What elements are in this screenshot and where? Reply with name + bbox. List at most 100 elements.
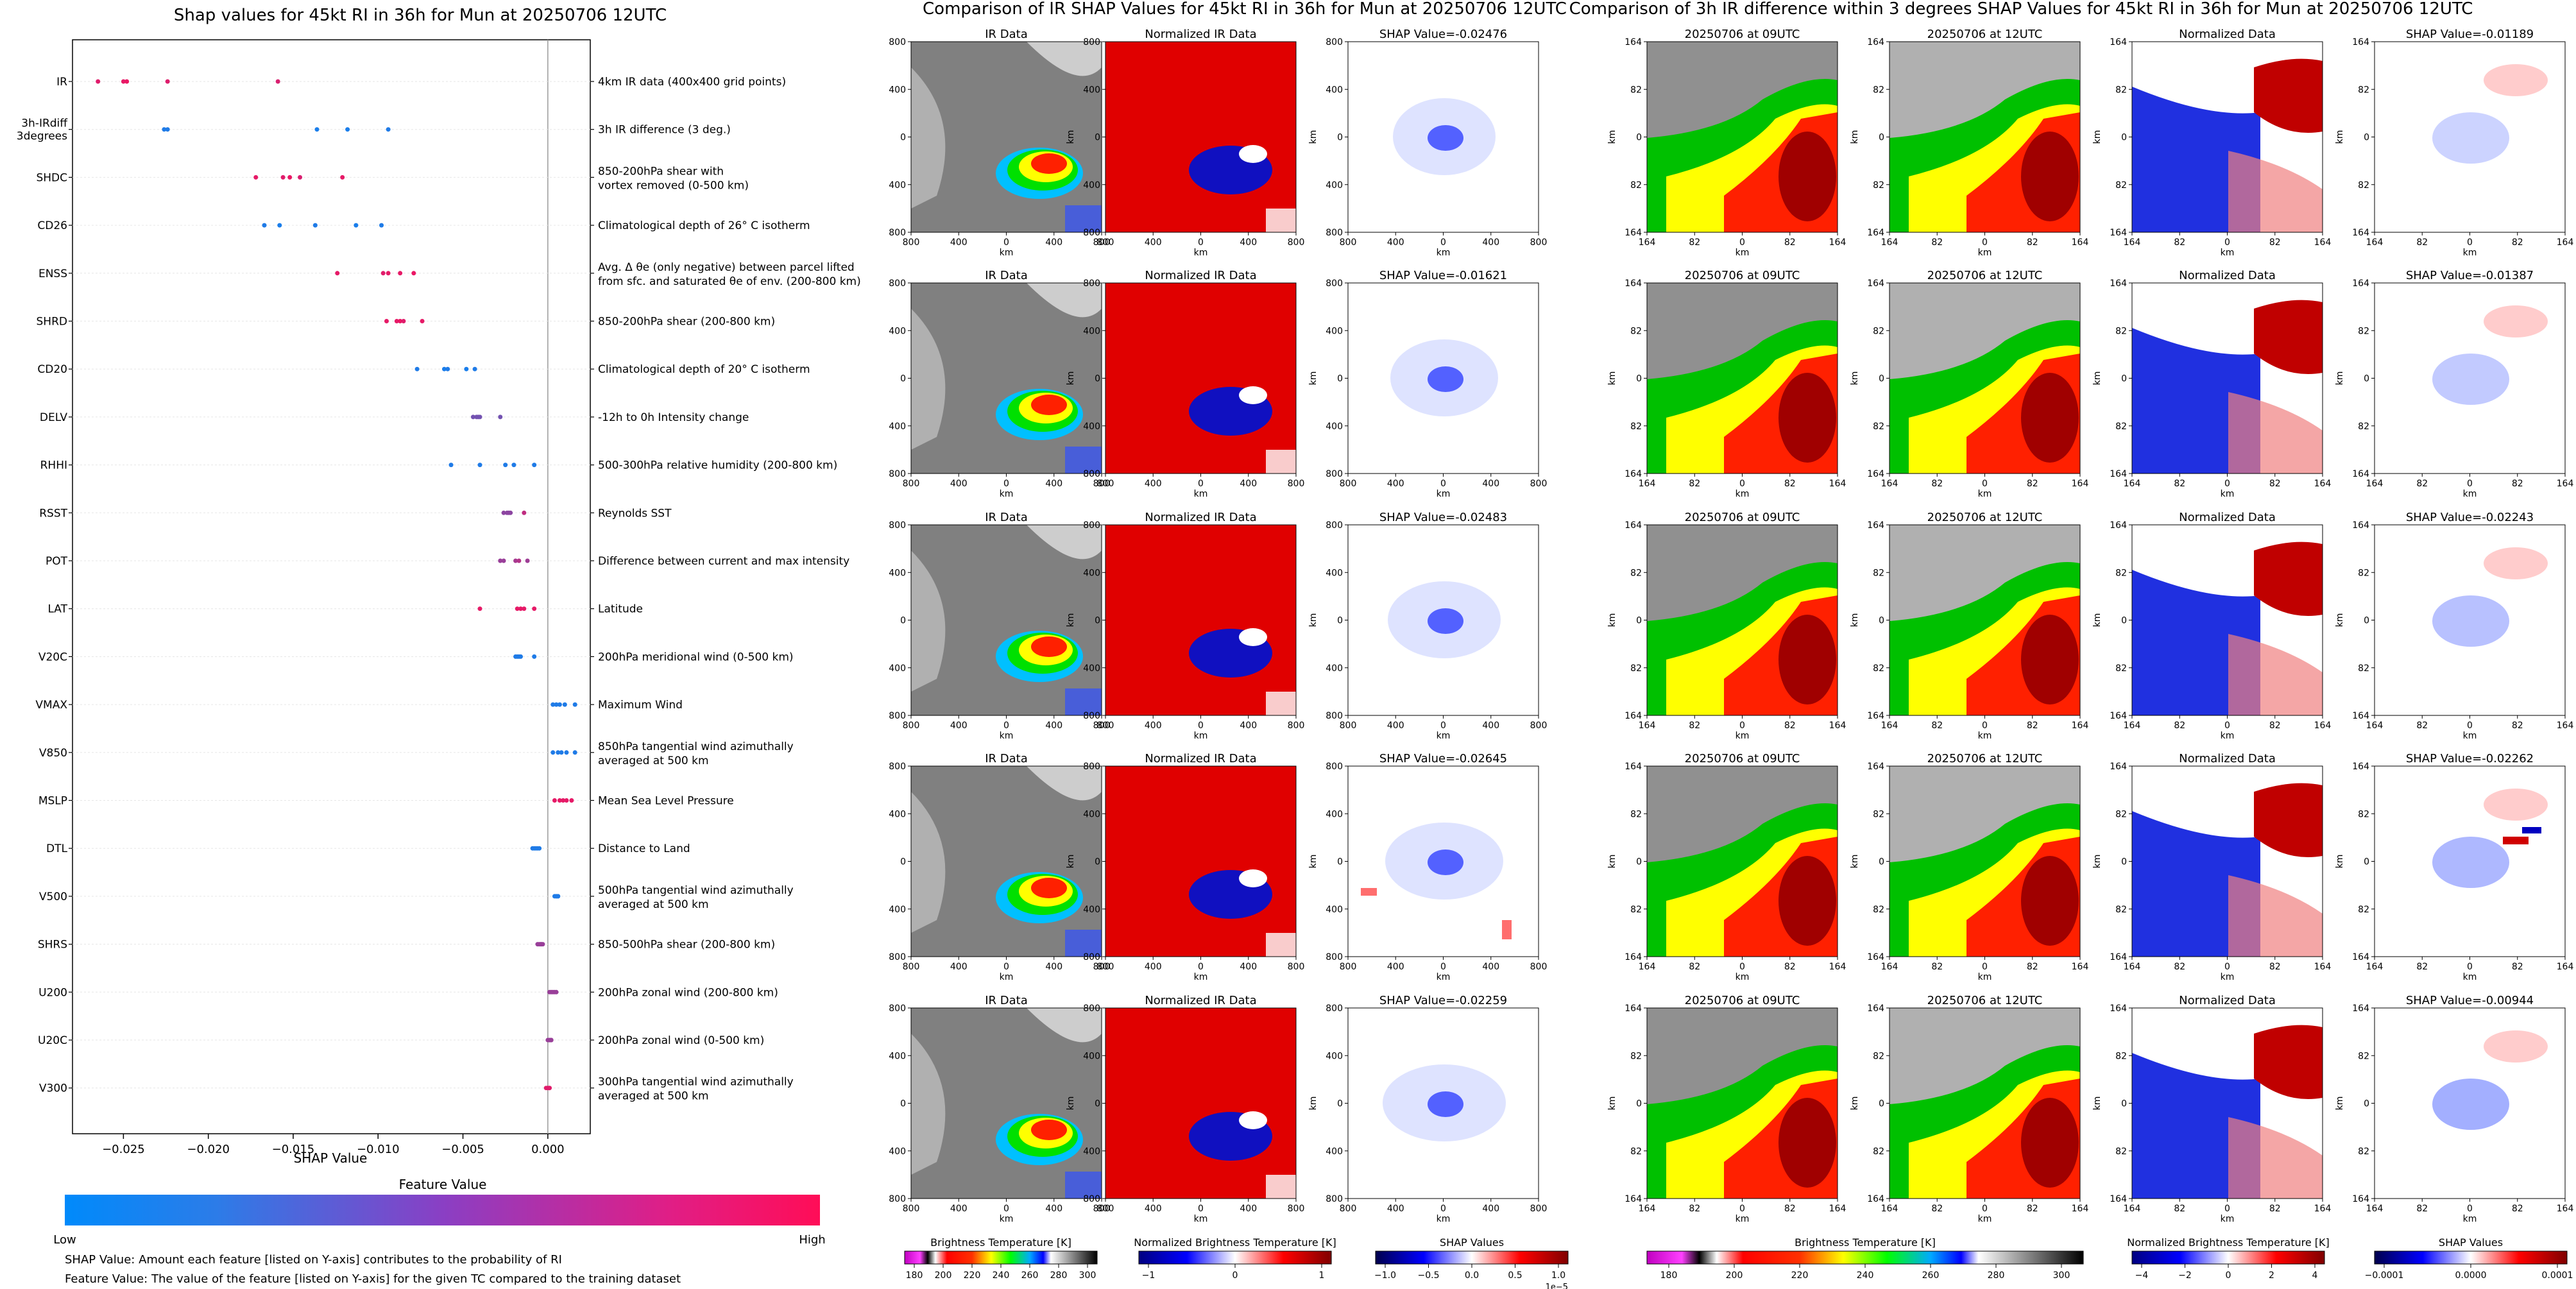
image-y-tick-label: 82 <box>1630 326 1642 336</box>
diff-shap-title: SHAP Value=-0.02243 <box>2406 511 2534 524</box>
ir-storm-eye <box>1031 153 1067 174</box>
image-x-tick-label: 82 <box>2174 721 2185 731</box>
image-y-tick-label: 800 <box>1326 278 1343 289</box>
ir-col-title: IR Data <box>985 269 1028 282</box>
image-y-tick-label: 0 <box>900 857 906 867</box>
normdiff-red <box>2254 58 2323 133</box>
ir-storm-eye <box>1031 878 1067 898</box>
image-x-tick-label: 800 <box>1530 479 1548 489</box>
shap-point <box>515 606 520 611</box>
image-y-tick-label: 0 <box>2364 374 2369 384</box>
feature-description: 850-500hPa shear (200-800 km) <box>598 939 775 952</box>
image-y-axis-label: km <box>1850 371 1860 386</box>
image-x-axis-label: km <box>2221 489 2235 499</box>
normalized-image-background <box>1105 525 1296 715</box>
image-y-tick-label: 82 <box>2358 85 2369 95</box>
shap-point <box>564 750 569 755</box>
feature-description: 850-200hPa shear with <box>598 165 724 178</box>
shap-point <box>411 271 416 276</box>
image-y-tick-label: 400 <box>1083 568 1100 578</box>
image-x-tick-label: 400 <box>1145 479 1162 489</box>
image-y-axis-label: km <box>1607 855 1617 869</box>
image-x-tick-label: 82 <box>1689 962 1700 972</box>
x-tick-label: −0.025 <box>102 1143 145 1156</box>
shap-point <box>562 702 567 707</box>
image-y-tick-label: 82 <box>1873 422 1884 432</box>
image-y-tick-label: 400 <box>1326 180 1343 191</box>
colorbar-tick-label: −0.0001 <box>2365 1270 2404 1281</box>
shap-point <box>525 558 530 563</box>
image-y-tick-label: 800 <box>889 228 906 238</box>
colorbar-tick-label: 1.0 <box>1551 1270 1565 1281</box>
image-y-tick-label: 0 <box>1636 374 1642 384</box>
image-y-tick-label: 82 <box>2115 568 2127 578</box>
image-x-axis-label: km <box>1000 1214 1014 1224</box>
image-y-tick-label: 800 <box>1326 37 1343 47</box>
image-y-axis-label: km <box>1308 371 1318 386</box>
shap-point <box>556 750 561 755</box>
shap-point <box>501 558 506 563</box>
diff-col-title-09utc: 20250706 at 09UTC <box>1685 28 1800 41</box>
image-x-tick-label: 0 <box>1739 237 1745 248</box>
image-y-tick-label: 0 <box>2364 616 2369 626</box>
image-x-tick-label: 800 <box>1340 962 1357 972</box>
normalized-eye <box>1239 145 1267 163</box>
shap-point <box>518 654 524 659</box>
image-y-tick-label: 0 <box>900 133 906 143</box>
image-x-tick-label: 0 <box>1982 1204 1988 1214</box>
shapdiff-positive <box>2484 64 2548 96</box>
image-x-tick-label: 82 <box>2269 962 2281 972</box>
diff-dark-core <box>1778 615 1836 704</box>
image-y-tick-label: 164 <box>2352 711 2369 721</box>
image-x-tick-label: 0 <box>1003 479 1009 489</box>
image-y-tick-label: 400 <box>1083 422 1100 432</box>
image-y-tick-label: 800 <box>889 278 906 289</box>
shap-point <box>532 654 537 659</box>
image-x-tick-label: 800 <box>1288 1204 1305 1214</box>
image-y-tick-label: 164 <box>1867 711 1884 721</box>
image-y-axis-label: km <box>1607 613 1617 627</box>
shap-point <box>556 894 561 899</box>
image-x-tick-label: 164 <box>2314 1204 2332 1214</box>
image-x-tick-label: 400 <box>1145 721 1162 731</box>
image-y-tick-label: 164 <box>1867 37 1884 47</box>
image-x-tick-label: 0 <box>1982 479 1988 489</box>
shap-xlabel: SHAP Value <box>294 1150 368 1166</box>
image-y-tick-label: 400 <box>1326 326 1343 336</box>
image-y-tick-label: 800 <box>1326 228 1343 238</box>
normalized-eye <box>1239 1111 1267 1129</box>
shap-point <box>561 798 566 803</box>
image-x-tick-label: 164 <box>2072 962 2089 972</box>
shap-point <box>477 463 482 468</box>
image-y-axis-label: km <box>2335 613 2345 627</box>
image-y-tick-label: 164 <box>1625 278 1642 289</box>
image-y-axis-label: km <box>1850 130 1860 144</box>
colorbar-tick-label: 260 <box>1922 1270 1940 1281</box>
image-y-tick-label: 164 <box>1867 1194 1884 1204</box>
image-y-tick-label: 0 <box>900 374 906 384</box>
image-y-tick-label: 164 <box>1867 278 1884 289</box>
image-x-tick-label: 400 <box>1240 721 1257 731</box>
shap-point <box>498 414 503 420</box>
image-x-tick-label: 0 <box>1440 962 1446 972</box>
colorbar-tick-label: −1 <box>1142 1270 1156 1281</box>
image-x-tick-label: 0 <box>1198 1204 1204 1214</box>
feature-label: V300 <box>39 1082 67 1095</box>
shap-point <box>554 702 559 707</box>
colorbar-tick-label: 180 <box>1660 1270 1678 1281</box>
shap-point <box>121 79 126 84</box>
image-y-tick-label: 0 <box>1337 1099 1343 1109</box>
image-y-tick-label: 164 <box>2352 228 2369 238</box>
shapdiff-center <box>2432 354 2509 405</box>
shap-point <box>472 366 477 371</box>
image-x-tick-label: 164 <box>1829 237 1847 248</box>
image-x-tick-label: 400 <box>1387 237 1404 248</box>
image-y-tick-label: 164 <box>2352 469 2369 479</box>
colorbar <box>2374 1251 2568 1265</box>
image-y-tick-label: 82 <box>1873 905 1884 915</box>
image-y-tick-label: 800 <box>1326 762 1343 772</box>
image-x-tick-label: 164 <box>2124 962 2141 972</box>
image-x-axis-label: km <box>1736 489 1750 499</box>
image-x-tick-label: 400 <box>1482 479 1499 489</box>
shap-point <box>537 846 542 851</box>
